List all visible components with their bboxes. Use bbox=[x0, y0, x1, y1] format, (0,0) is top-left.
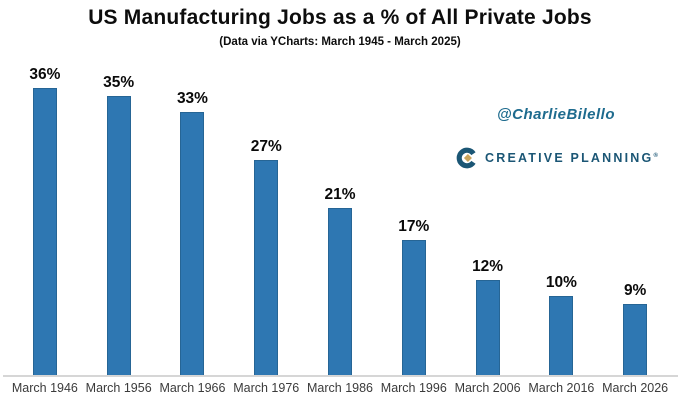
bar bbox=[328, 208, 353, 376]
bar-value-label: 21% bbox=[324, 186, 356, 203]
bar-value-label: 36% bbox=[29, 66, 61, 83]
x-labels-row: March 1946 March 1956 March 1966 March 1976… bbox=[8, 381, 672, 395]
bar-value-label: 12% bbox=[472, 258, 504, 275]
chart-title: US Manufacturing Jobs as a % of All Priv… bbox=[88, 6, 592, 29]
bar-value-label: 17% bbox=[398, 218, 430, 235]
x-axis-label: March 1956 bbox=[85, 381, 152, 395]
bars-row: 36% 35% 33% 27% 21% 17% 12% 10% 9% bbox=[8, 0, 672, 376]
bar-column: 21% bbox=[303, 0, 377, 376]
logo-wordmark: CREATIVE PLANNING® bbox=[485, 151, 658, 165]
bar-value-label: 27% bbox=[250, 138, 282, 155]
trademark-symbol: ® bbox=[653, 152, 658, 159]
x-axis-line bbox=[3, 375, 678, 377]
bar bbox=[254, 160, 279, 376]
x-axis-label: March 1996 bbox=[380, 381, 447, 395]
bar-column: 36% bbox=[8, 0, 82, 376]
bar bbox=[549, 296, 574, 376]
x-axis-label: March 2026 bbox=[602, 381, 669, 395]
bar-column: 17% bbox=[377, 0, 451, 376]
bar bbox=[475, 280, 500, 376]
chart-subtitle: (Data via YCharts: March 1945 - March 20… bbox=[219, 36, 461, 48]
bar-column: 33% bbox=[156, 0, 230, 376]
bar bbox=[106, 96, 131, 376]
x-axis-label: March 1986 bbox=[307, 381, 374, 395]
bar-value-label: 35% bbox=[103, 74, 135, 91]
x-axis-label: March 2016 bbox=[528, 381, 595, 395]
bar bbox=[623, 304, 648, 376]
bar bbox=[32, 88, 57, 376]
creative-planning-logo: CREATIVE PLANNING® bbox=[456, 147, 658, 169]
x-axis-label: March 1966 bbox=[159, 381, 226, 395]
x-axis-label: March 1946 bbox=[11, 381, 78, 395]
bar-column: 35% bbox=[82, 0, 156, 376]
bar-value-label: 33% bbox=[176, 90, 208, 107]
bar-column: 9% bbox=[598, 0, 672, 376]
bar-value-label: 10% bbox=[545, 274, 577, 291]
creative-planning-c-icon bbox=[456, 147, 478, 169]
author-watermark: @CharlieBilello bbox=[497, 106, 615, 123]
bar bbox=[401, 240, 426, 376]
x-axis-label: March 1976 bbox=[233, 381, 300, 395]
bar bbox=[180, 112, 205, 376]
bar-value-label: 9% bbox=[623, 282, 647, 299]
bar-column: 27% bbox=[229, 0, 303, 376]
bar-column: 12% bbox=[451, 0, 525, 376]
x-axis-label: March 2006 bbox=[454, 381, 521, 395]
bar-column: 10% bbox=[524, 0, 598, 376]
